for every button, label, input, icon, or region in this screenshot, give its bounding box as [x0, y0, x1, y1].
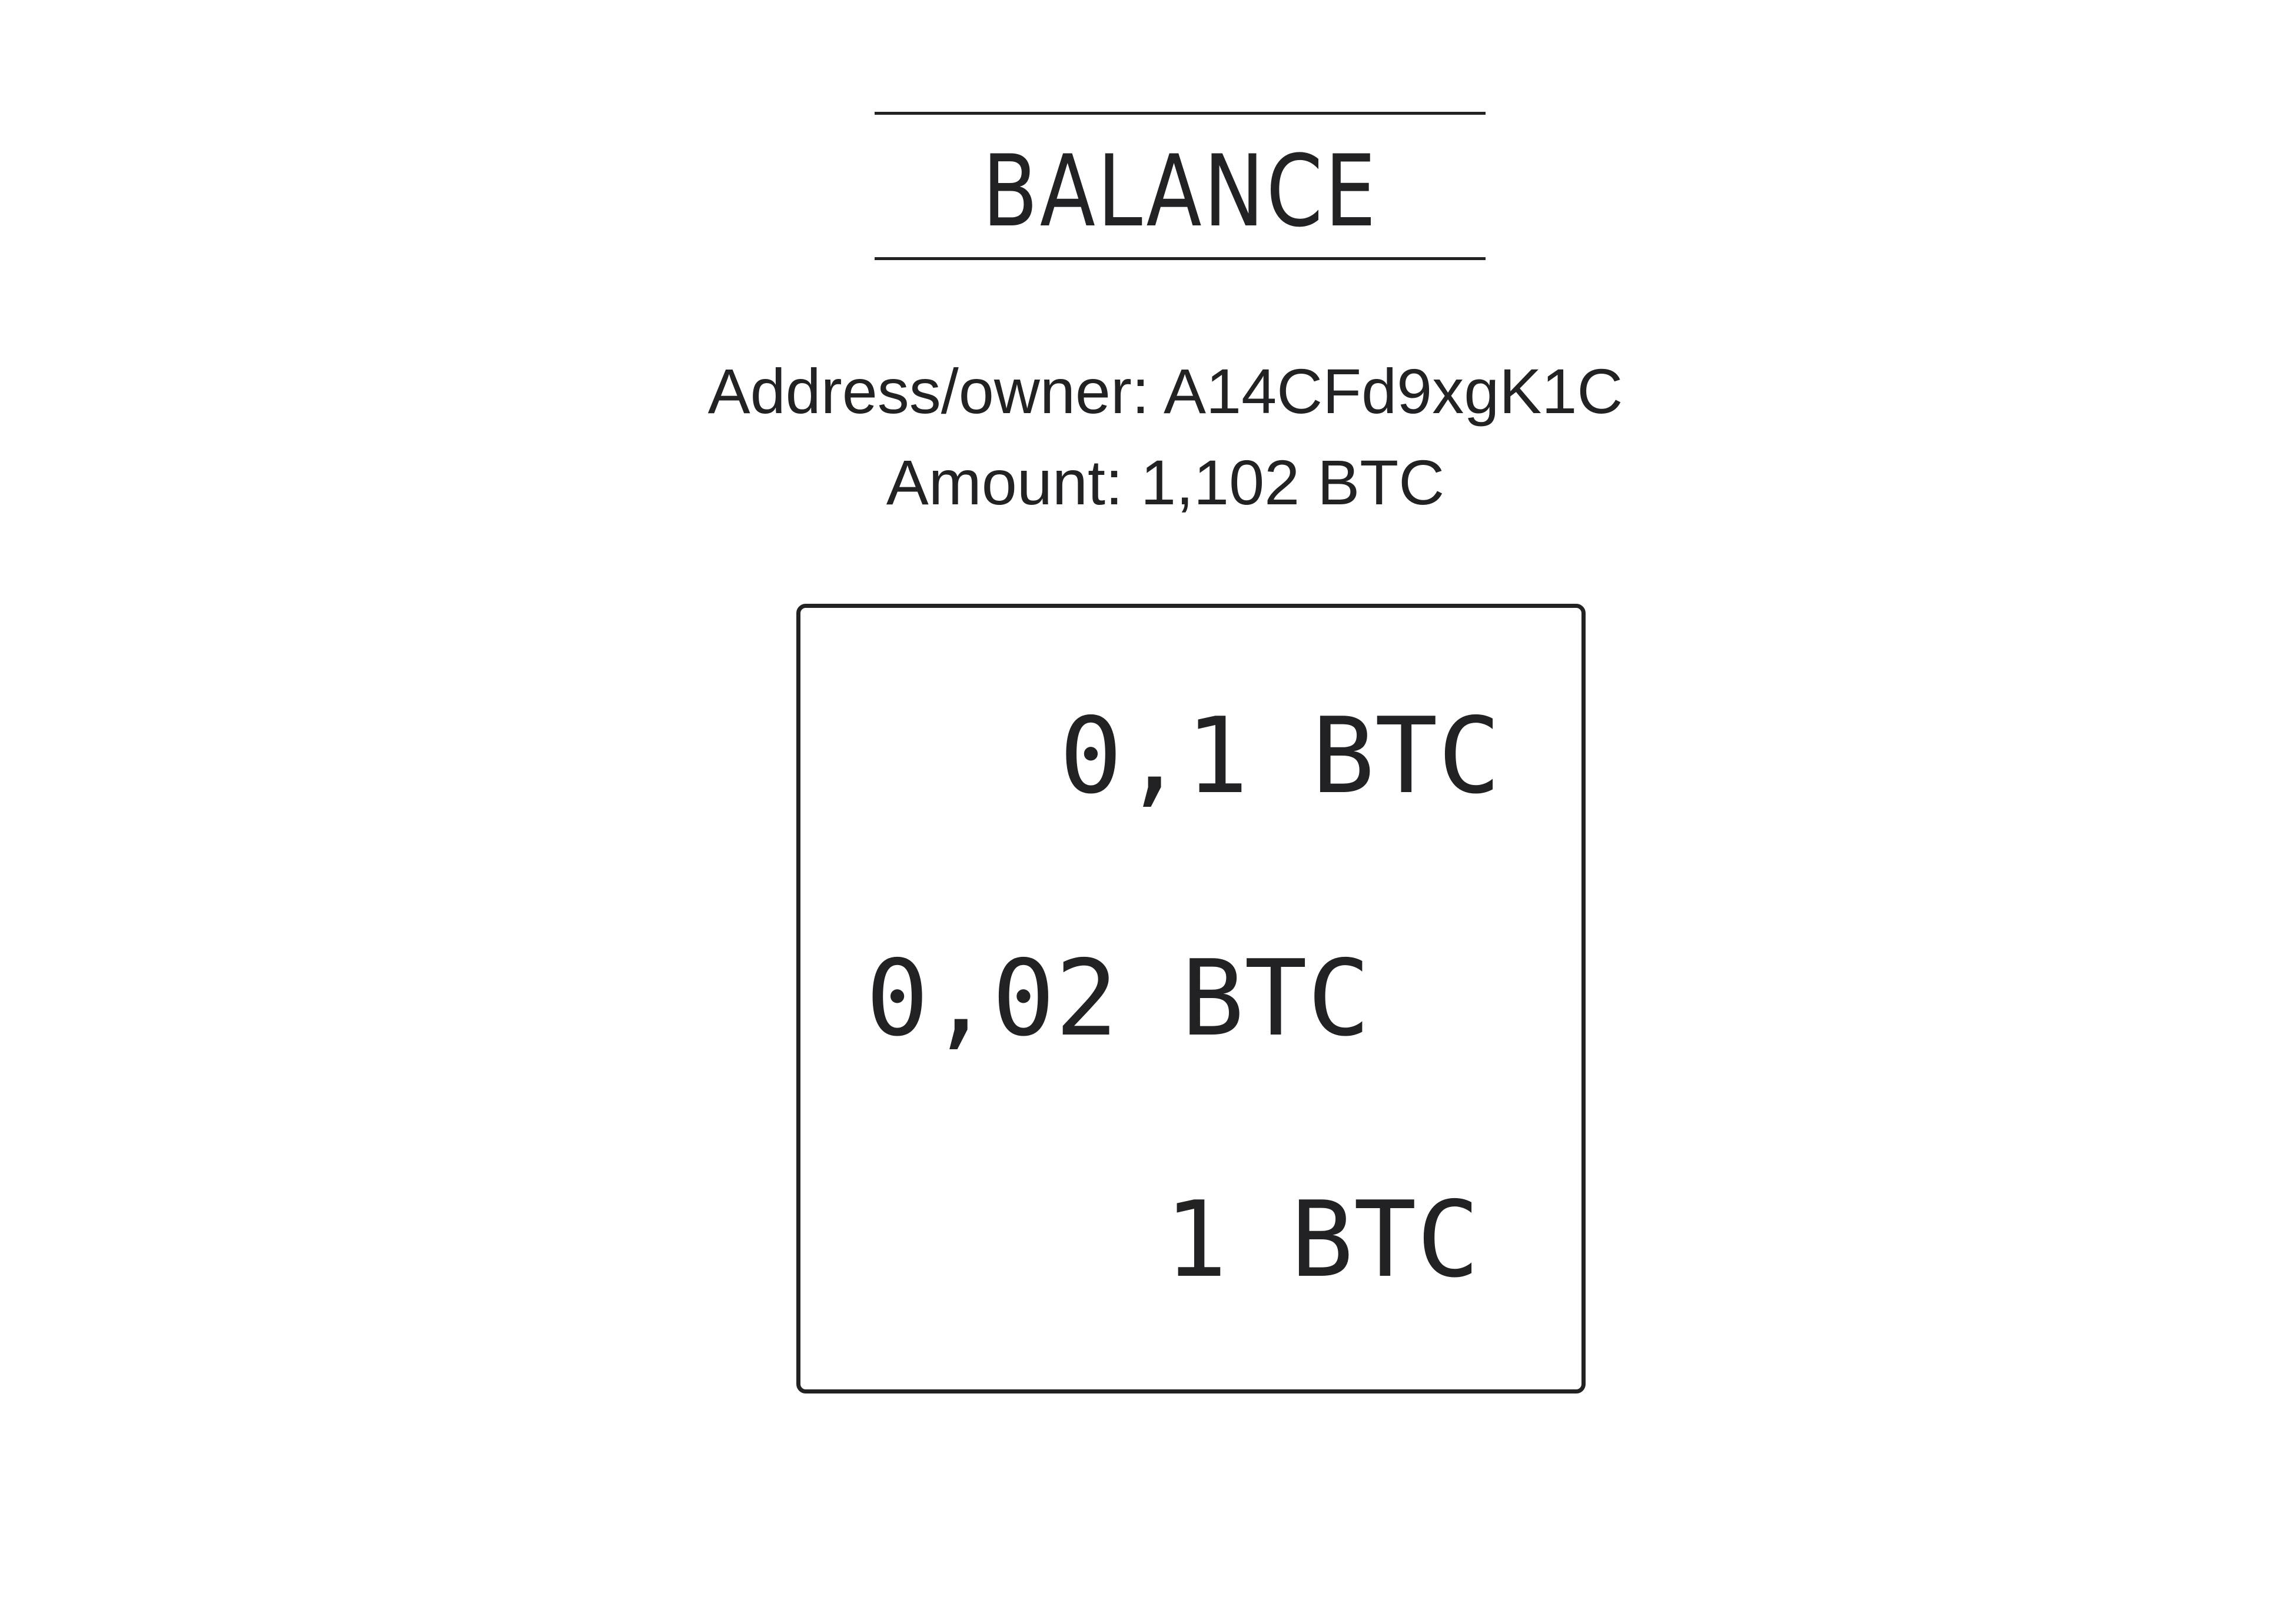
page-title: BALANCE	[982, 134, 1378, 249]
title-bottom-rule	[875, 257, 1486, 260]
title-top-rule	[875, 112, 1486, 115]
coins-box	[796, 604, 1586, 1393]
amount-line: Amount: 1,102 BTC	[886, 447, 1445, 518]
coin-amount: 1 BTC	[1164, 1179, 1480, 1301]
coin-amount: 0,1 BTC	[1059, 695, 1501, 817]
coin-amount: 0,02 BTC	[866, 937, 1371, 1059]
address-owner-line: Address/owner: A14CFd9xgK1C	[707, 355, 1623, 427]
